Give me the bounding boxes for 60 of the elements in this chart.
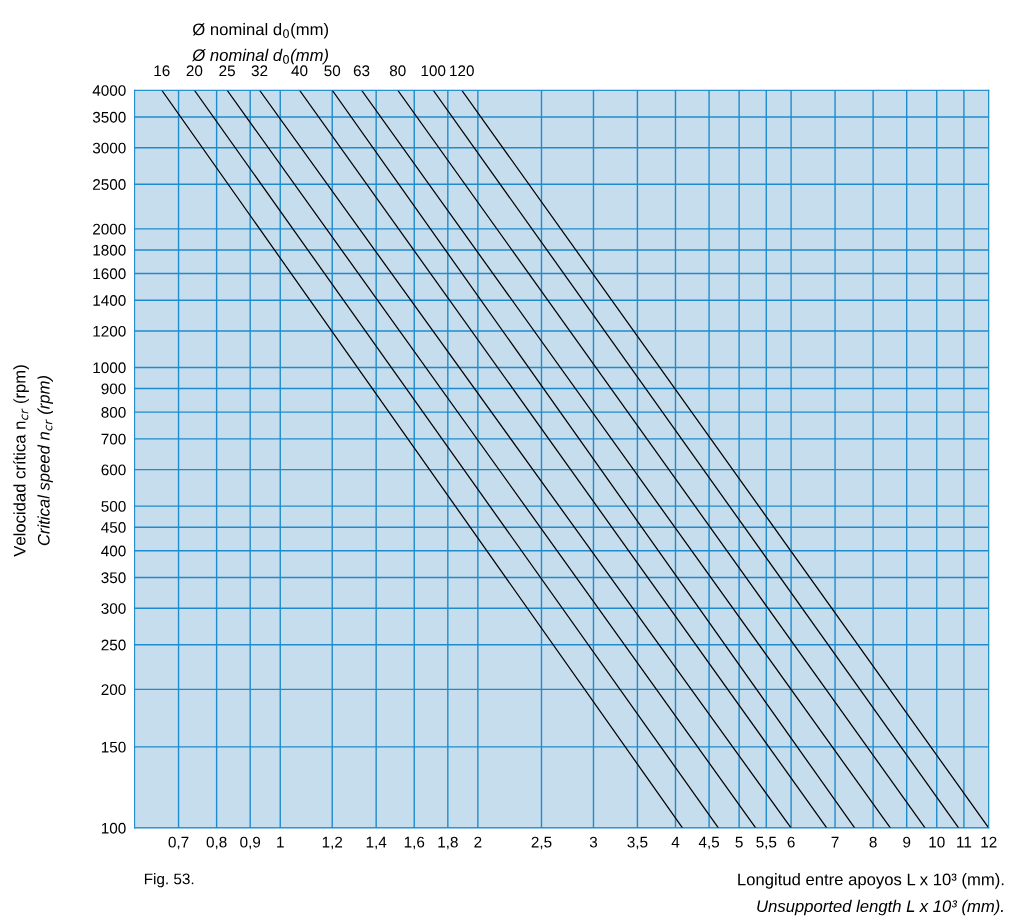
caption: Fig. 53. xyxy=(144,873,194,888)
x-tick-label: 7 xyxy=(831,836,839,848)
series-label: 63 xyxy=(353,65,370,77)
series-label: 32 xyxy=(251,65,268,77)
x-tick-label: 4 xyxy=(671,836,680,848)
x-tick-label: 5 xyxy=(735,836,743,848)
chart-title: Ø nominal d$_{0}$(mm) Ø nominal d$_{0}$(mm) xyxy=(191,23,329,65)
series-label: 25 xyxy=(219,65,235,77)
series-label: 16 xyxy=(154,65,170,77)
x-tick-label: 0,8 xyxy=(206,836,227,850)
x-tick-label: 2,5 xyxy=(531,836,552,850)
y-tick-label: 700 xyxy=(101,433,126,445)
series-label: 80 xyxy=(389,65,406,77)
x-tick-label: 1,4 xyxy=(366,836,387,850)
x-tick-label: 1,2 xyxy=(322,836,343,850)
x-tick-label: 0,7 xyxy=(168,836,189,850)
x-tick-label: 6 xyxy=(787,836,795,848)
y-tick-label: 3000 xyxy=(92,142,126,154)
y-tick-label: 300 xyxy=(101,603,126,614)
series-label: 120 xyxy=(450,65,474,77)
y-tick-label: 4000 xyxy=(92,85,126,96)
x-tick-label: 8 xyxy=(869,836,877,848)
y-tick-label: 1000 xyxy=(93,362,126,374)
x-tick-label: 2 xyxy=(474,836,482,848)
text: Velocidad crítica n$_{cr}$ (rpm) Critical speed n$_{cr}$ (rpm) xyxy=(13,365,53,557)
y-tick-label: 1600 xyxy=(93,268,126,280)
x-tick-label: 3 xyxy=(589,836,598,848)
y-tick-label: 900 xyxy=(101,383,126,395)
y-tick-label: 1200 xyxy=(93,325,126,337)
y-tick-label: 1400 xyxy=(93,295,126,306)
x-axis-title: Longitud entre apoyos L x 10³ (mm). Unsupported length L x 10³ (mm). xyxy=(738,873,1004,916)
x-tick-label: 11 xyxy=(957,836,972,848)
x-tick-label: 0,9 xyxy=(240,836,261,850)
y-tick-label: 800 xyxy=(101,406,126,418)
series-label: 20 xyxy=(186,65,203,77)
x-tick-label: 10 xyxy=(929,836,945,848)
y-tick-label: 600 xyxy=(101,464,126,476)
y-tick-label: 2000 xyxy=(93,223,126,235)
x-tick-label: 5,5 xyxy=(756,836,777,850)
y-tick-label: 500 xyxy=(101,500,126,512)
y-tick-label: 3500 xyxy=(92,111,126,123)
series-label: 100 xyxy=(421,65,446,77)
y-tick-label: 150 xyxy=(101,741,126,753)
x-tick-label: 4,5 xyxy=(698,836,720,850)
y-tick-label: 200 xyxy=(101,684,126,696)
series-label: 50 xyxy=(324,65,341,77)
x-tick-label: 3,5 xyxy=(627,836,648,850)
y-tick-label: 250 xyxy=(101,639,126,651)
x-tick-label: 12 xyxy=(981,836,997,848)
y-tick-label: 2500 xyxy=(93,179,126,190)
y-tick-label: 1800 xyxy=(93,244,126,256)
x-tick-label: 1 xyxy=(277,836,284,848)
y-tick-label: 450 xyxy=(101,522,126,533)
y-tick-label: 350 xyxy=(101,572,126,584)
x-tick-label: 9 xyxy=(903,836,911,848)
y-tick-label: 100 xyxy=(101,822,126,834)
x-tick-label: 1,6 xyxy=(404,836,425,850)
y-tick-label: 400 xyxy=(101,545,126,557)
x-tick-label: 1,8 xyxy=(438,836,458,850)
series-label: 40 xyxy=(291,65,308,77)
